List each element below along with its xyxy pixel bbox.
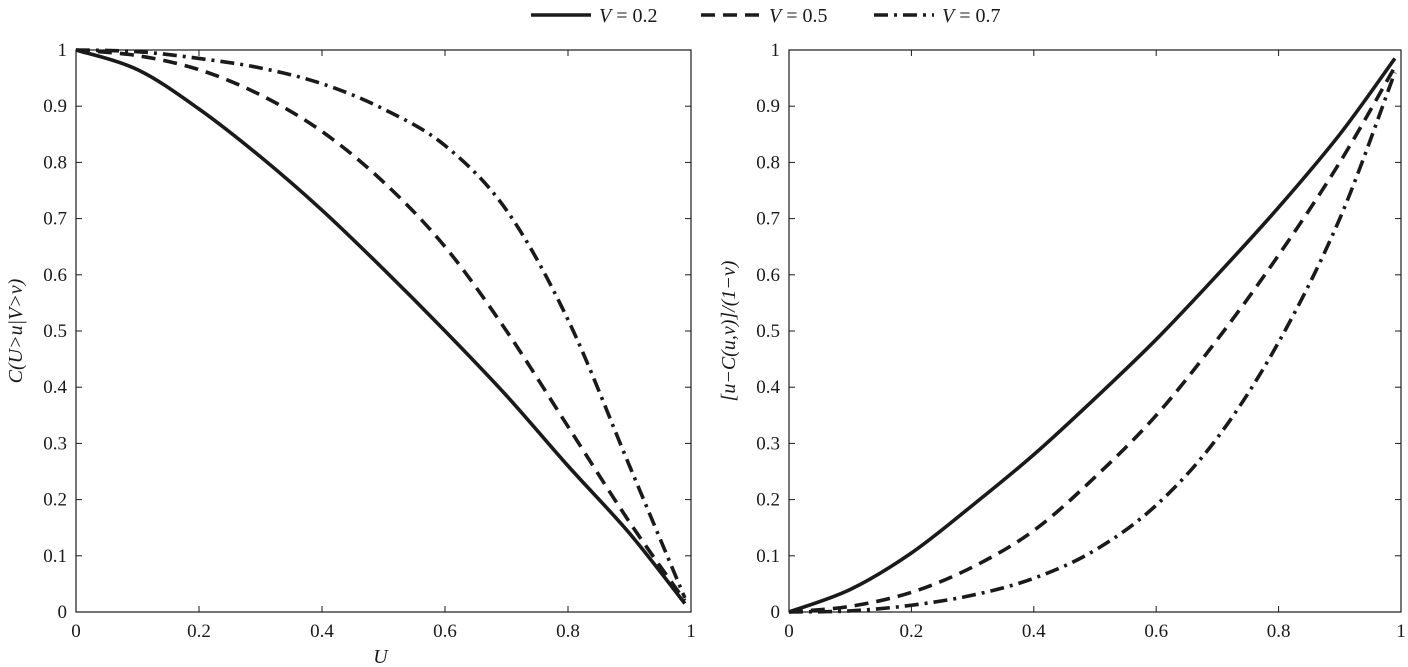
x-tick-label: 1 — [686, 621, 696, 642]
y-tick-label: 0.6 — [43, 265, 67, 286]
right-panel: 0 0.2 0.4 0.6 0.8 1 0 0.1 0.2 0.3 0.4 0.5 0.6 0.7 0.8 0… — [718, 40, 1406, 642]
x-tick-label: 0.2 — [900, 621, 924, 642]
series-line-dashdot — [788, 71, 1397, 614]
series-line-dashed — [75, 48, 687, 602]
x-axis-label: U — [373, 646, 389, 667]
legend-label: V = 0.7 — [942, 5, 1001, 27]
y-tick-label: 0.5 — [756, 321, 780, 342]
legend-label: V = 0.2 — [599, 5, 658, 27]
y-tick-label: 0.9 — [43, 96, 67, 117]
y-tick-label: 1 — [771, 40, 781, 61]
y-tick-label: 0 — [58, 602, 68, 623]
x-tick-label: 0.8 — [556, 621, 580, 642]
y-tick-label: 0.6 — [756, 265, 780, 286]
y-tick-label: 0.4 — [756, 377, 780, 398]
y-tick-label: 0.5 — [43, 321, 67, 342]
legend-value: = 0.7 — [954, 5, 1000, 27]
series-line-solid — [75, 48, 687, 605]
x-tick-label: 0.6 — [433, 621, 457, 642]
y-tick-label: 0 — [771, 602, 781, 623]
y-tick-label: 0.3 — [43, 433, 67, 454]
x-tick-label: 1 — [1396, 621, 1406, 642]
y-tick-label: 0.9 — [756, 96, 780, 117]
y-tick-label: 0.1 — [756, 546, 780, 567]
y-tick-label: 0.2 — [756, 490, 780, 511]
x-tick-label: 0.4 — [1022, 621, 1046, 642]
plot-frame — [788, 49, 1402, 613]
x-tick-label: 0.2 — [187, 621, 211, 642]
left-panel: 0 0.2 0.4 0.6 0.8 1 0 0.1 0.2 0.3 0.4 0.5 0.6 0.7 0.8 0… — [5, 40, 696, 667]
y-tick-label: 0.3 — [756, 433, 780, 454]
y-tick-label: 0.4 — [43, 377, 67, 398]
y-axis-label: [u−C(u,v)]/(1−v) — [718, 260, 740, 401]
legend: V = 0.2 V = 0.5 V = 0.7 — [531, 5, 1001, 27]
y-tick-label: 0.1 — [43, 546, 67, 567]
y-tick-label: 0.2 — [43, 490, 67, 511]
x-tick-label: 0.4 — [310, 621, 334, 642]
plot-frame — [75, 49, 692, 613]
series-line-solid — [788, 57, 1397, 614]
y-tick-label: 0.7 — [756, 209, 780, 230]
y-tick-label: 1 — [58, 40, 68, 61]
legend-variable: V — [599, 5, 614, 27]
legend-variable: V — [769, 5, 784, 27]
x-tick-label: 0 — [784, 621, 794, 642]
legend-variable: V — [942, 5, 957, 27]
x-tick-label: 0.8 — [1267, 621, 1291, 642]
series-line-dashed — [788, 65, 1397, 614]
legend-value: = 0.2 — [611, 5, 657, 27]
series-line-dashdot — [75, 48, 687, 599]
x-tick-label: 0.6 — [1144, 621, 1168, 642]
y-tick-label: 0.8 — [756, 152, 780, 173]
y-tick-label: 0.8 — [43, 152, 67, 173]
y-axis-label: C(U>u|V>v) — [5, 278, 27, 383]
legend-label: V = 0.5 — [769, 5, 828, 27]
x-tick-label: 0 — [71, 621, 81, 642]
legend-value: = 0.5 — [781, 5, 827, 27]
y-tick-label: 0.7 — [43, 209, 67, 230]
